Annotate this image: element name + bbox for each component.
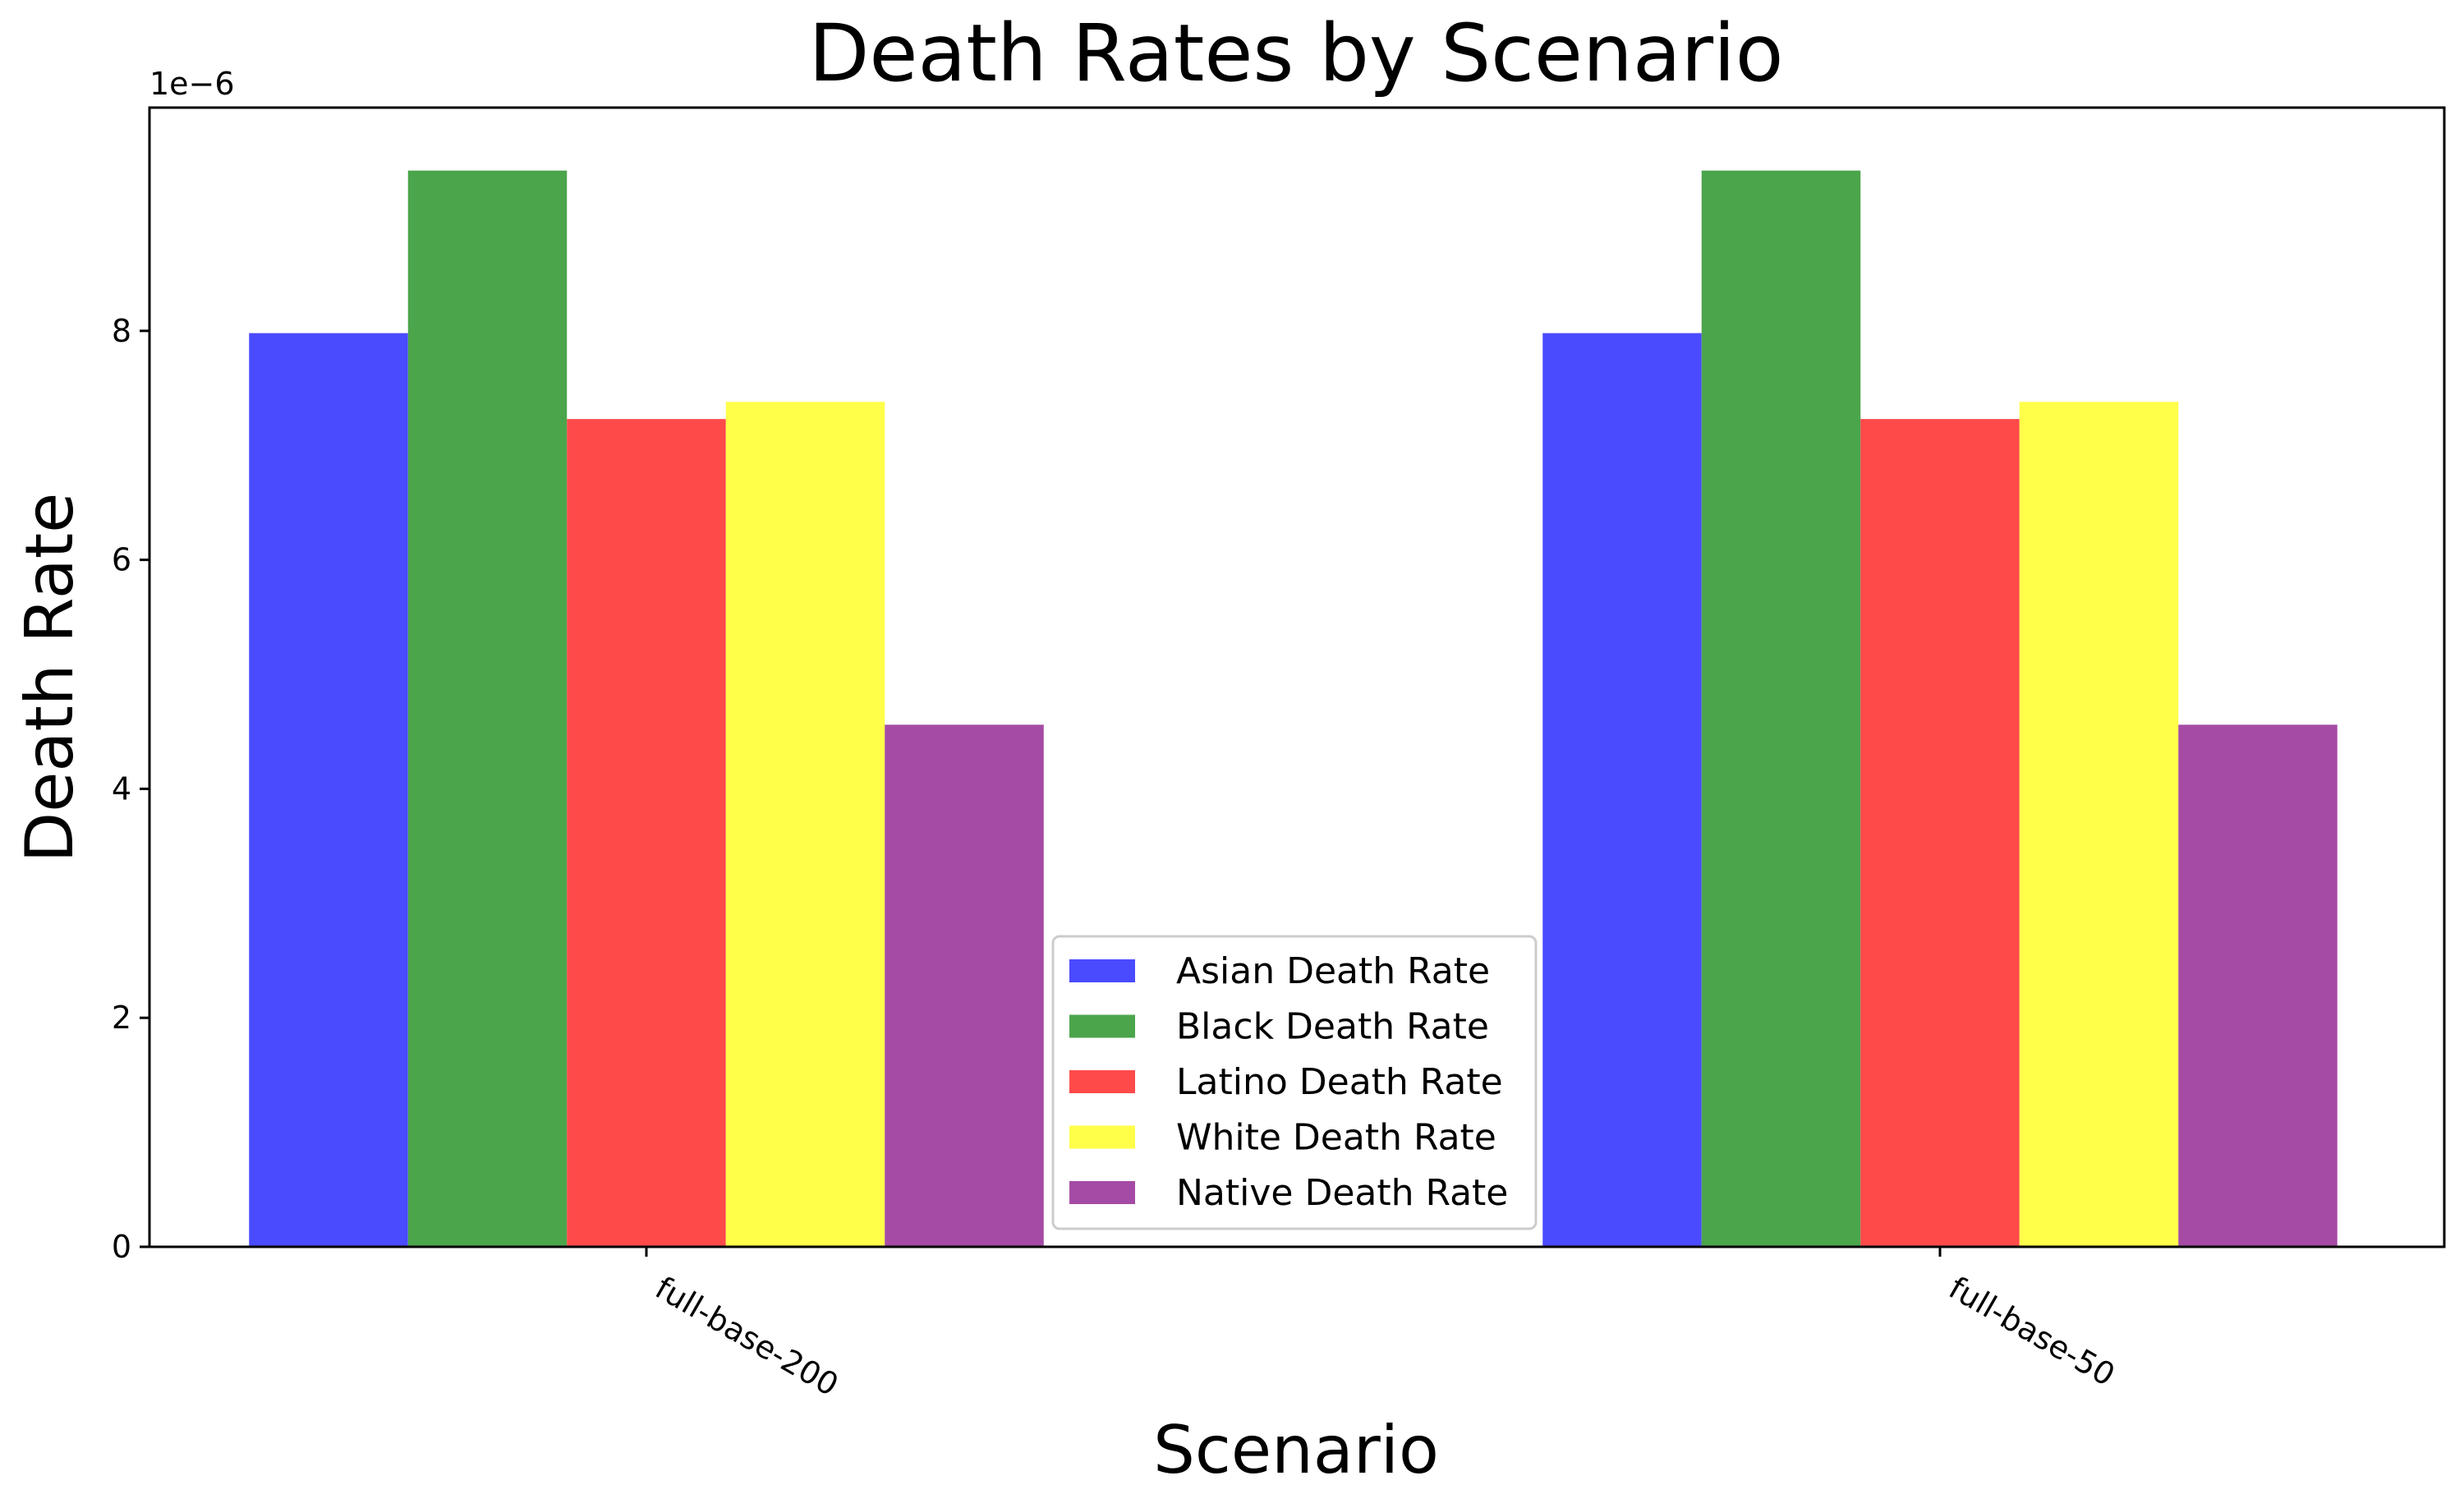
bar-latino-death-rate-full-base-50	[1860, 419, 2020, 1247]
y-tick-label: 2	[112, 1000, 131, 1036]
bar-latino-death-rate-full-base-200	[567, 419, 726, 1247]
y-axis-label: Death Rate	[11, 493, 88, 863]
chart-title: Death Rates by Scenario	[808, 7, 1783, 99]
x-tick-label: full-base-50	[1943, 1270, 2122, 1394]
y-tick-label: 0	[112, 1229, 131, 1265]
bars-layer	[249, 170, 2338, 1247]
x-tick-label: full-base-200	[650, 1270, 845, 1404]
y-tick-label: 4	[112, 770, 131, 807]
bar-black-death-rate-full-base-50	[1701, 170, 1861, 1247]
legend: Asian Death Rate Black Death Rate Latino D…	[1051, 935, 1538, 1230]
y-axis: 0 2 4 6 8	[112, 313, 149, 1265]
legend-label: Latino Death Rate	[1176, 1061, 1503, 1103]
bar-black-death-rate-full-base-200	[407, 170, 568, 1247]
legend-swatch	[1069, 959, 1135, 982]
y-tick-label: 8	[112, 313, 131, 349]
bar-native-death-rate-full-base-200	[885, 724, 1044, 1247]
plot-area-frame	[148, 106, 2446, 1248]
legend-label: White Death Rate	[1176, 1117, 1496, 1159]
y-tick-label: 6	[112, 542, 131, 578]
bar-white-death-rate-full-base-50	[2019, 402, 2179, 1247]
legend-swatch	[1069, 1181, 1135, 1204]
bar-asian-death-rate-full-base-200	[249, 333, 408, 1247]
bar-asian-death-rate-full-base-50	[1542, 333, 1702, 1247]
bar-native-death-rate-full-base-50	[2178, 724, 2338, 1247]
bar-white-death-rate-full-base-200	[725, 402, 885, 1247]
y-axis-offset-label: 1e−6	[149, 66, 235, 102]
legend-swatch	[1069, 1014, 1135, 1038]
x-axis-label: Scenario	[1153, 1412, 1439, 1488]
x-axis: full-base-200 full-base-50	[645, 1247, 2122, 1404]
legend-label: Black Death Rate	[1176, 1006, 1489, 1048]
legend-swatch	[1069, 1070, 1135, 1093]
legend-label: Native Death Rate	[1176, 1172, 1508, 1214]
legend-swatch	[1069, 1125, 1135, 1149]
legend-label: Asian Death Rate	[1176, 950, 1490, 992]
legend-box	[1051, 935, 1538, 1230]
